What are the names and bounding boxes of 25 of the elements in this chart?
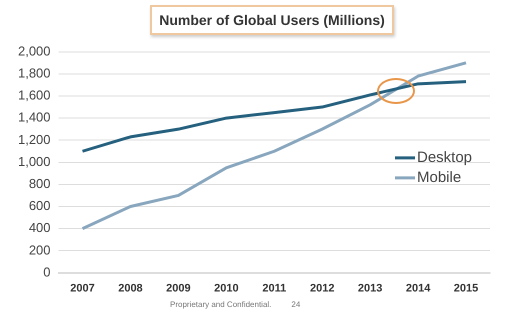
legend-label: Mobile <box>417 169 462 186</box>
x-tick-label: 2007 <box>70 282 95 294</box>
x-tick-label: 2009 <box>166 282 191 294</box>
y-tick-label: 200 <box>28 242 51 258</box>
y-tick-label: 400 <box>28 220 51 236</box>
y-tick-label: 1,600 <box>18 88 51 103</box>
y-tick-label: 800 <box>28 176 51 191</box>
y-tick-label: 0 <box>43 264 51 280</box>
chart-title: Number of Global Users (Millions) <box>150 5 394 35</box>
y-tick-label: 2,000 <box>18 43 51 58</box>
x-tick-label: 2015 <box>454 282 478 294</box>
y-tick-label: 1,800 <box>18 65 51 80</box>
x-tick-label: 2013 <box>358 282 382 294</box>
x-tick-label: 2010 <box>214 282 239 294</box>
x-tick-label: 2011 <box>262 282 286 294</box>
legend-label: Desktop <box>417 149 472 166</box>
y-tick-label: 600 <box>28 198 51 214</box>
text: 24 <box>291 300 300 309</box>
y-tick-label: 1,200 <box>18 132 51 147</box>
y-tick-label: 1,400 <box>18 110 51 125</box>
x-tick-label: 2008 <box>118 282 143 294</box>
x-tick-label: 2012 <box>310 282 334 294</box>
x-tick-label: 2014 <box>406 282 432 294</box>
text: Proprietary and Confidential. <box>170 300 272 309</box>
y-tick-label: 1,000 <box>18 154 51 169</box>
